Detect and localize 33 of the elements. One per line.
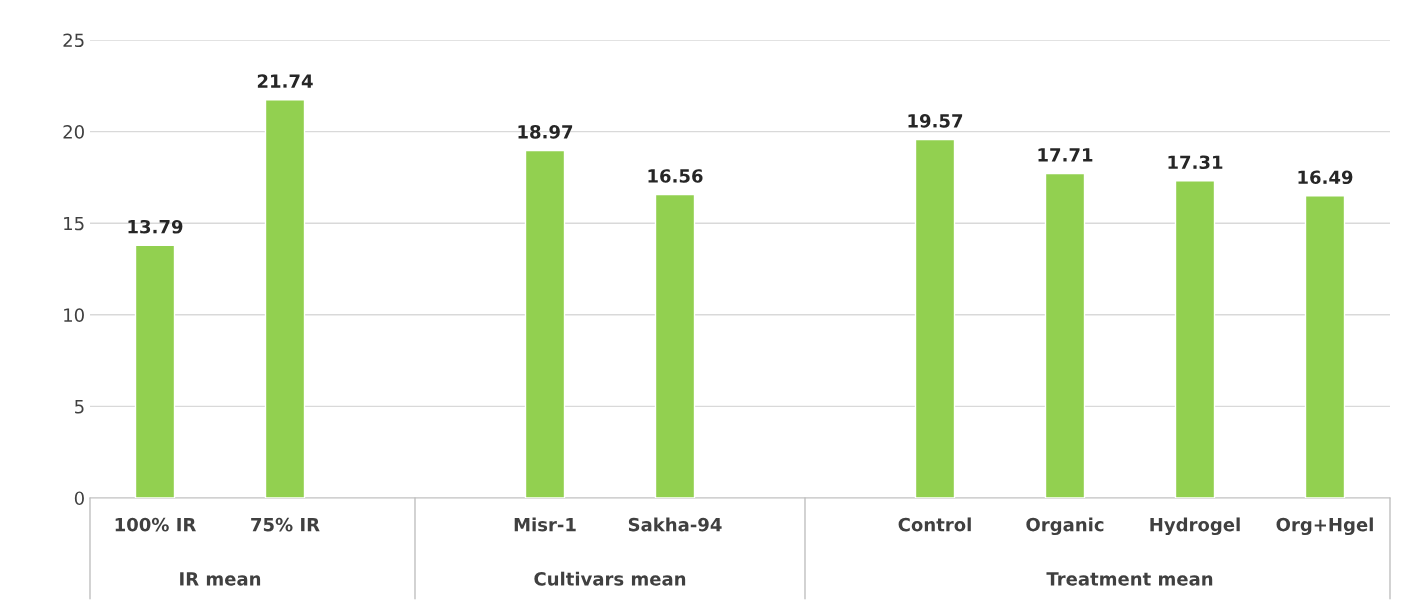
y-tick-label: 0 [74,491,84,506]
x-tick-label: 100% IR [115,517,196,532]
data-label: 16.56 [648,169,703,183]
x-tick-label: 75% IR [251,517,320,532]
bar [524,149,566,498]
y-tick-label: 15 [64,216,84,231]
y-tick-label: 20 [63,125,84,139]
text: Cultivars mean [534,571,686,586]
data-label: 13.79 [128,219,183,234]
bar [264,99,306,498]
x-tick-label: Sakha-94 [628,517,722,532]
y-tick-label: 10 [64,308,84,322]
data-label: 18.97 [518,124,573,139]
data-label: 19.57 [908,114,963,128]
bar [1304,195,1346,498]
y-tick-label: 25 [63,33,84,48]
x-tick-label: Control [898,517,971,532]
y-tick-label: 5 [75,400,84,414]
x-tick-label: Organic [1026,517,1104,536]
bar [1044,172,1086,498]
text: Treatment mean [1046,572,1213,586]
bar [914,138,956,498]
x-tick-label: Hydrogel [1150,517,1240,536]
bar [134,244,176,498]
data-label: 17.71 [1038,148,1093,162]
bar [1174,180,1216,498]
x-tick-label: Org+Hgel [1276,517,1373,536]
bar [654,193,696,498]
x-tick-label: Misr-1 [514,517,576,532]
text: IR mean [180,572,261,586]
data-label: 16.49 [1298,170,1353,185]
data-label: 21.74 [257,74,313,88]
data-label: 17.31 [1168,155,1223,170]
